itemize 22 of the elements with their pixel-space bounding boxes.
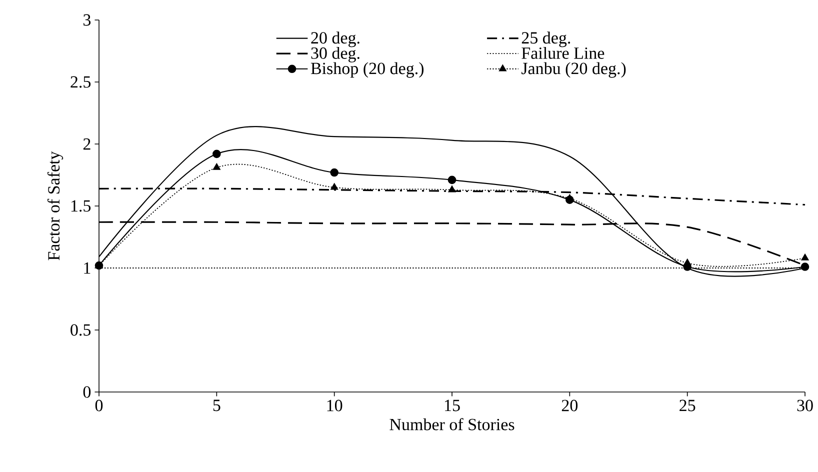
x-tick-label: 30 bbox=[797, 400, 813, 412]
legend-label: 20 deg. bbox=[311, 32, 360, 48]
y-tick-label: 0.5 bbox=[70, 324, 91, 336]
y-tick-label: 2 bbox=[83, 138, 90, 150]
x-tick-label: 15 bbox=[444, 400, 460, 412]
y-tick-label: 1.5 bbox=[71, 200, 91, 212]
x-axis-title: Number of Stories bbox=[390, 418, 514, 430]
y-axis-title: Factor of Safety bbox=[47, 151, 64, 260]
x-tick-label: 20 bbox=[562, 400, 578, 412]
legend-label: 25 deg. bbox=[522, 32, 570, 48]
x-tick-label: 5 bbox=[213, 400, 220, 412]
y-tick-label: 0 bbox=[83, 386, 91, 398]
x-tick-label: 10 bbox=[327, 400, 342, 412]
legend-label: Failure Line bbox=[522, 46, 604, 59]
y-tick-label: 2.5 bbox=[70, 76, 91, 88]
legend-label: 30 deg. bbox=[311, 46, 360, 62]
x-tick-label: 0 bbox=[95, 400, 103, 412]
y-tick-label: 3 bbox=[84, 14, 91, 26]
legend-label: Bishop (20 deg.) bbox=[310, 62, 424, 78]
legend-label: Janbu (20 deg.) bbox=[522, 62, 626, 78]
y-tick-label: 1 bbox=[84, 262, 90, 274]
x-tick-label: 25 bbox=[680, 400, 696, 412]
